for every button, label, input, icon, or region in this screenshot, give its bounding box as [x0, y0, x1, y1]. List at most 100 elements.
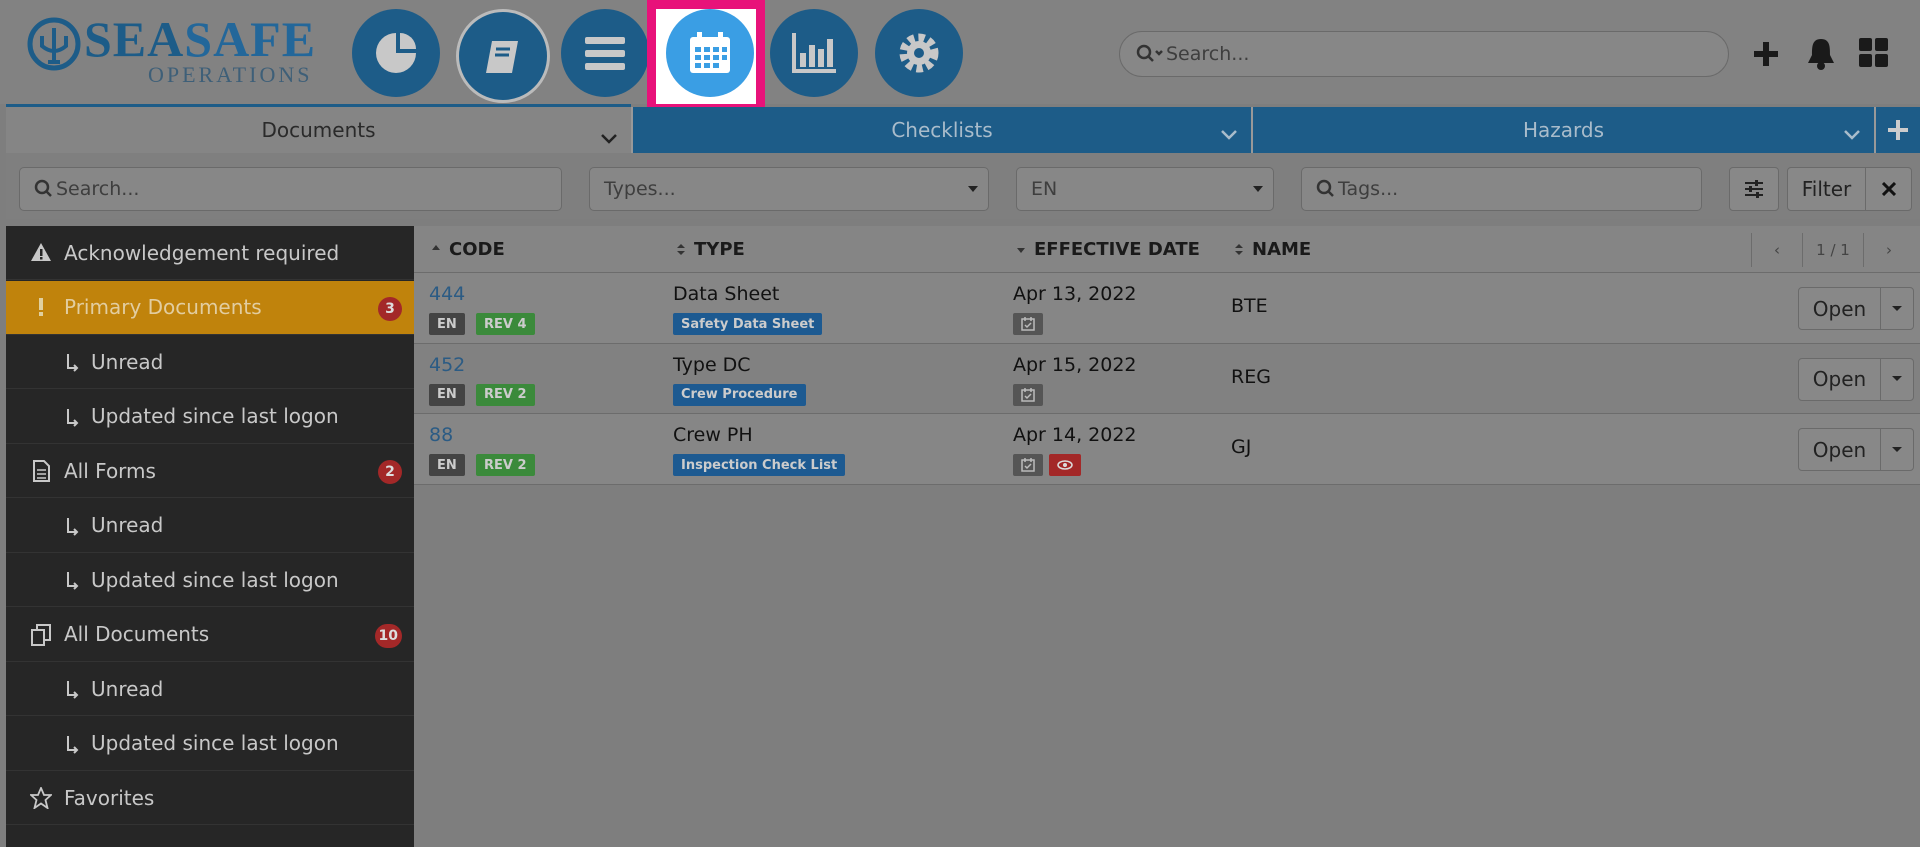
open-dropdown[interactable] — [1880, 428, 1914, 471]
sidebar-item[interactable]: Primary Documents 3 — [6, 280, 414, 335]
prev-page[interactable]: ‹ — [1751, 233, 1802, 267]
sidebar-sublabel: Updated since last logon — [91, 567, 339, 592]
logo-icon — [27, 17, 81, 71]
document-name: GJ — [1231, 436, 1252, 458]
revision-tag: REV 2 — [476, 454, 535, 476]
column-label: TYPE — [694, 239, 745, 260]
open-button[interactable]: Open — [1798, 357, 1881, 401]
date-icon — [1013, 313, 1043, 335]
sidebar-item[interactable]: Acknowledgement required — [6, 226, 414, 280]
sidebar-subitem[interactable]: Unread — [6, 335, 414, 389]
tab-dropdown[interactable] — [1221, 121, 1237, 145]
sidebar-sublabel: Updated since last logon — [91, 731, 339, 755]
sub-arrow — [66, 680, 80, 705]
settings-button[interactable] — [875, 9, 963, 97]
sidebar-label: Acknowledgement required — [64, 240, 340, 265]
sidebar-badge: 3 — [378, 296, 402, 321]
filter-options-button[interactable] — [1729, 167, 1779, 211]
table-row — [414, 343, 1920, 414]
open-button[interactable]: Open — [1798, 287, 1881, 330]
language-select[interactable]: EN — [1016, 167, 1274, 211]
sidebar-subitem[interactable]: Unread — [6, 662, 414, 716]
sidebar-item[interactable]: Favorites — [6, 771, 414, 825]
sidebar-badge: 2 — [378, 460, 402, 484]
add-button[interactable] — [1752, 40, 1780, 68]
logo-text: SEASAFE — [84, 14, 316, 64]
sidebar-sublabel: Unread — [91, 676, 164, 701]
document-type: Crew PH — [673, 424, 753, 446]
menu-button[interactable] — [561, 9, 649, 97]
column-header[interactable]: CODE — [431, 226, 505, 273]
page-indicator: 1 / 1 — [1802, 233, 1864, 267]
open-button[interactable]: Open — [1798, 428, 1881, 471]
sidebar-item[interactable]: All Forms 2 — [6, 444, 414, 498]
tab[interactable]: Hazards — [1251, 107, 1874, 153]
table-header — [414, 226, 1920, 273]
tab-dropdown[interactable] — [601, 125, 617, 149]
revision-tag: REV 4 — [476, 313, 535, 335]
sidebar-label: All Forms — [64, 458, 156, 483]
brand-first: SEA — [84, 11, 185, 67]
filter-button[interactable]: Filter — [1787, 167, 1866, 211]
column-label: EFFECTIVE DATE — [1034, 239, 1200, 260]
highlight-box — [647, 0, 765, 113]
column-header[interactable]: NAME — [1234, 226, 1311, 273]
date-icon — [1013, 383, 1043, 406]
tags-placeholder: Tags... — [1338, 178, 1399, 200]
tab[interactable]: Documents — [6, 107, 631, 153]
document-type: Data Sheet — [673, 283, 780, 305]
category-tag: Crew Procedure — [673, 383, 806, 406]
sidebar-subitem[interactable]: Updated since last logon — [6, 717, 414, 771]
open-dropdown[interactable] — [1880, 357, 1914, 401]
sidebar-subitem[interactable]: Updated since last logon — [6, 390, 414, 444]
document-name: REG — [1231, 365, 1271, 388]
clear-filter-button[interactable] — [1865, 167, 1912, 211]
filter-search-placeholder: Search... — [56, 178, 140, 200]
language-tag: EN — [429, 454, 465, 476]
reports-button[interactable] — [770, 9, 858, 97]
document-type: Type DC — [673, 353, 751, 376]
sidebar-sublabel: Unread — [91, 349, 164, 374]
sub-arrow — [66, 735, 80, 760]
sub-arrow — [66, 408, 80, 433]
sidebar-label: All Documents — [64, 622, 210, 646]
sidebar-icon — [30, 242, 52, 267]
tab-dropdown[interactable] — [1844, 121, 1860, 145]
tab[interactable]: Checklists — [631, 107, 1251, 153]
table-row — [414, 414, 1920, 485]
types-select[interactable]: Types... — [589, 167, 989, 211]
filter-search[interactable]: Search... — [19, 167, 562, 211]
pagination: ‹ 1 / 1 › — [1751, 233, 1916, 267]
sidebar-subitem[interactable]: Unread — [6, 499, 414, 553]
document-code[interactable]: 452 — [429, 353, 466, 376]
tab-label: Checklists — [891, 118, 993, 142]
notifications-button[interactable] — [1806, 37, 1836, 71]
open-dropdown[interactable] — [1880, 287, 1914, 330]
hidden-icon — [1049, 454, 1081, 476]
manuals-button[interactable] — [456, 9, 550, 103]
types-placeholder: Types... — [604, 178, 676, 200]
column-header[interactable]: TYPE — [676, 226, 745, 273]
header-search[interactable]: Search... — [1119, 31, 1729, 77]
category-tag: Safety Data Sheet — [673, 313, 823, 335]
sidebar-subitem[interactable]: Updated since last logon — [6, 553, 414, 607]
next-page[interactable]: › — [1886, 241, 1892, 259]
column-label: NAME — [1252, 239, 1312, 260]
tags-input[interactable]: Tags... — [1301, 167, 1702, 211]
sidebar-item[interactable]: All Documents 10 — [6, 608, 414, 662]
dashboard-button[interactable] — [352, 9, 440, 97]
sidebar-icon — [30, 623, 52, 651]
document-name: BTE — [1231, 295, 1268, 317]
sidebar-icon — [30, 297, 52, 322]
document-code[interactable]: 444 — [429, 283, 466, 305]
language-value: EN — [1031, 178, 1058, 200]
tab-label: Hazards — [1522, 118, 1605, 142]
sidebar-sublabel: Unread — [91, 513, 164, 537]
document-code[interactable]: 88 — [429, 424, 454, 446]
calendar-button[interactable] — [666, 9, 754, 97]
column-label: CODE — [449, 239, 505, 260]
add-tab-button[interactable] — [1874, 107, 1920, 153]
apps-button[interactable] — [1859, 38, 1889, 68]
column-header[interactable]: EFFECTIVE DATE — [1016, 226, 1200, 273]
tab-label: Documents — [261, 118, 376, 142]
